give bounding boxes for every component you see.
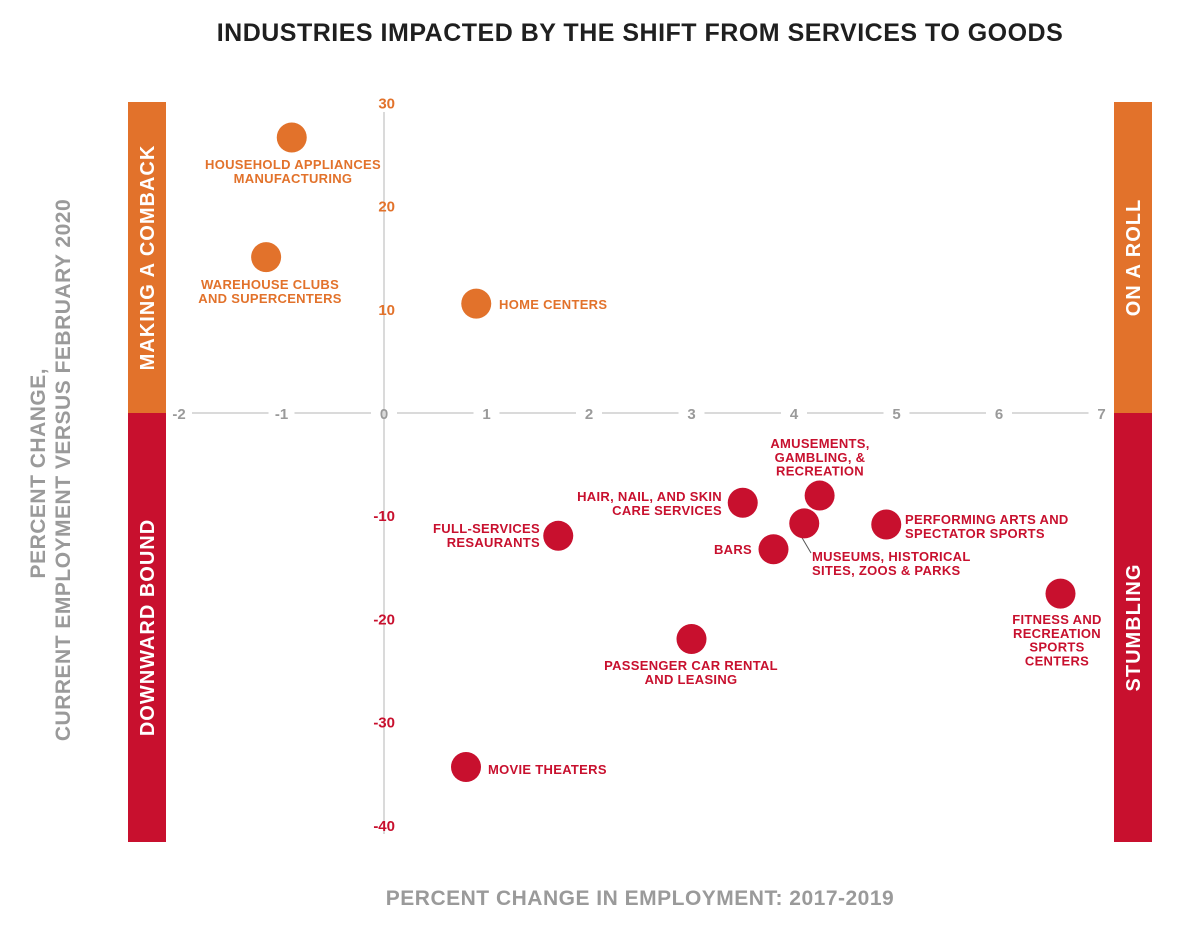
y-axis-title: PERCENT CHANGE, CURRENT EMPLOYMENT VERSU… — [27, 199, 75, 741]
data-point — [451, 751, 481, 782]
data-point — [758, 534, 789, 565]
point-label-line: FITNESS AND — [1012, 612, 1102, 627]
quadrant-bands: MAKING A COMBACK DOWNWARD BOUND ON A ROL… — [128, 102, 1152, 842]
label-connector — [800, 535, 812, 554]
point-label-line: SPECTATOR SPORTS — [905, 526, 1045, 541]
data-point — [871, 509, 902, 540]
point-label-line: MUSEUMS, HISTORICAL — [812, 549, 971, 564]
point-label: HOUSEHOLD APPLIANCES MANUFACTURING — [205, 157, 381, 186]
point-labels: HOUSEHOLD APPLIANCES MANUFACTURING WAREHOU… — [198, 157, 1101, 777]
x-tick-label: 2 — [585, 406, 593, 423]
quadrant-label-downward-bound: DOWNWARD BOUND — [137, 519, 159, 736]
y-tick-label: 30 — [378, 95, 395, 112]
point-label-line: WAREHOUSE CLUBS — [201, 277, 339, 292]
data-point — [276, 122, 307, 153]
point-label-line: SPORTS — [1029, 640, 1084, 655]
y-tick-label: 10 — [378, 302, 395, 319]
data-point — [461, 288, 492, 319]
y-tick-label: -20 — [373, 611, 395, 628]
data-points — [251, 122, 1076, 782]
y-tick-label: 20 — [378, 199, 395, 216]
point-label-line: MOVIE THEATERS — [488, 762, 607, 777]
point-label-line: AND LEASING — [645, 672, 738, 687]
y-axis-title-line-1: PERCENT CHANGE, — [27, 368, 50, 579]
point-label-line: RECREATION — [1013, 626, 1101, 641]
data-point — [804, 480, 835, 511]
x-tick-label: 0 — [380, 406, 388, 423]
x-axis-title: PERCENT CHANGE IN EMPLOYMENT: 2017-2019 — [386, 887, 894, 910]
x-tick-label: 7 — [1097, 406, 1105, 423]
band-downward-bound — [128, 413, 166, 842]
point-label: MOVIE THEATERS — [488, 762, 607, 777]
point-label: FULL-SERVICES RESAURANTS — [433, 521, 540, 550]
data-point — [727, 487, 758, 518]
y-tick-label: -40 — [373, 818, 395, 835]
point-label-line: CARE SERVICES — [612, 503, 722, 518]
x-tick-label: 3 — [687, 406, 695, 423]
x-tick-label: 6 — [995, 406, 1003, 423]
point-label: BARS — [714, 542, 752, 557]
quadrant-label-on-a-roll: ON A ROLL — [1123, 199, 1145, 317]
data-point — [543, 520, 574, 551]
point-label-line: BARS — [714, 542, 752, 557]
data-point — [789, 508, 820, 539]
point-label-line: PERFORMING ARTS AND — [905, 512, 1069, 527]
data-point — [1045, 578, 1076, 609]
point-label-line: AMUSEMENTS, — [770, 436, 869, 451]
data-point — [676, 624, 707, 655]
point-label: MUSEUMS, HISTORICAL SITES, ZOOS & PARKS — [812, 549, 971, 578]
point-label: HAIR, NAIL, AND SKIN CARE SERVICES — [577, 489, 722, 518]
point-label: AMUSEMENTS, GAMBLING, & RECREATION — [770, 436, 869, 479]
data-point — [251, 242, 282, 273]
chart-title: INDUSTRIES IMPACTED BY THE SHIFT FROM SE… — [217, 19, 1064, 47]
point-label-line: PASSENGER CAR RENTAL — [604, 658, 778, 673]
band-stumbling — [1114, 413, 1152, 842]
point-label-line: FULL-SERVICES — [433, 521, 540, 536]
point-label-line: HOUSEHOLD APPLIANCES — [205, 157, 381, 172]
point-label: WAREHOUSE CLUBS AND SUPERCENTERS — [198, 277, 342, 306]
point-label-line: RESAURANTS — [447, 535, 540, 550]
point-label-line: RECREATION — [776, 464, 864, 479]
y-tick-label: -10 — [373, 508, 395, 525]
point-label-line: GAMBLING, & — [775, 450, 866, 465]
point-label-line: MANUFACTURING — [234, 171, 353, 186]
x-tick-label: 1 — [482, 406, 490, 423]
point-label-line: CENTERS — [1025, 653, 1089, 668]
point-label-line: HAIR, NAIL, AND SKIN — [577, 489, 722, 504]
quadrant-label-making-a-comeback: MAKING A COMBACK — [137, 145, 159, 371]
point-label-line: HOME CENTERS — [499, 297, 607, 312]
y-tick-label: -30 — [373, 715, 395, 732]
point-label: PERFORMING ARTS AND SPECTATOR SPORTS — [905, 512, 1069, 541]
quadrant-label-stumbling: STUMBLING — [1123, 564, 1145, 692]
point-label: HOME CENTERS — [499, 297, 607, 312]
x-tick-label: -1 — [275, 406, 288, 423]
x-tick-label: 5 — [892, 406, 900, 423]
point-label: PASSENGER CAR RENTAL AND LEASING — [604, 658, 778, 687]
x-tick-label: -2 — [172, 406, 185, 423]
band-on-a-roll — [1114, 102, 1152, 413]
x-tick-label: 4 — [790, 406, 799, 423]
label-connectors — [800, 535, 812, 554]
point-label-line: AND SUPERCENTERS — [198, 291, 342, 306]
y-axis-title-line-2: CURRENT EMPLOYMENT VERSUS FEBRUARY 2020 — [52, 199, 75, 741]
band-making-a-comeback — [128, 102, 166, 413]
point-label: FITNESS AND RECREATION SPORTS CENTERS — [1012, 612, 1102, 668]
point-label-line: SITES, ZOOS & PARKS — [812, 563, 961, 578]
